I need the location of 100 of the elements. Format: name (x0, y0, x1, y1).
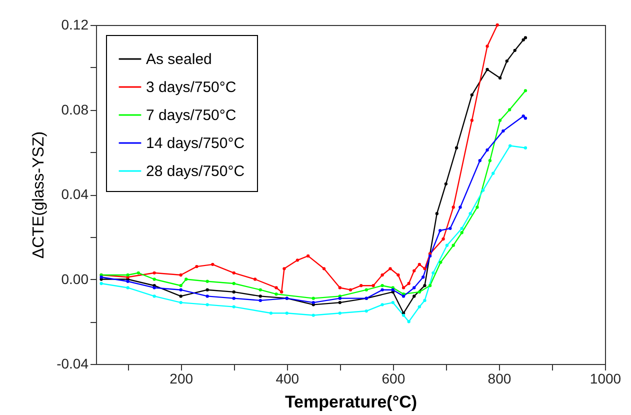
point (502, 129, 505, 133)
point (280, 290, 284, 294)
point (206, 294, 209, 298)
point (348, 288, 352, 292)
point (460, 231, 464, 234)
point (524, 116, 528, 120)
point (407, 320, 410, 324)
point (476, 206, 479, 209)
y-axis-title: ΔCTE(glass-YSZ) (30, 131, 48, 259)
point (232, 296, 236, 300)
legend-label: As sealed (146, 51, 212, 68)
point (470, 118, 474, 122)
point (412, 286, 416, 290)
point (179, 288, 182, 292)
point (126, 286, 130, 290)
point (498, 118, 502, 122)
point (152, 271, 156, 274)
point (312, 296, 315, 300)
point (435, 212, 439, 216)
y-tick-label: 0.00 (61, 270, 89, 287)
point (100, 282, 103, 286)
point (505, 59, 508, 63)
point (338, 286, 342, 290)
y-tick-label: 0.04 (61, 186, 89, 202)
point (179, 294, 182, 298)
point (418, 305, 422, 308)
legend-label: 28 days/750°C (146, 163, 245, 180)
point (508, 108, 512, 112)
point (391, 300, 394, 304)
point (296, 258, 300, 262)
y-tick-label: 0.12 (61, 16, 89, 32)
x-tick-label: 400 (276, 370, 300, 386)
point (478, 159, 482, 162)
point (179, 273, 182, 277)
point (418, 290, 422, 294)
point (282, 267, 286, 270)
point (258, 288, 262, 292)
point (522, 114, 525, 118)
point (253, 278, 257, 281)
point (396, 273, 400, 277)
point (412, 269, 416, 272)
point (274, 292, 278, 296)
point (524, 36, 528, 40)
point (488, 159, 492, 162)
point (402, 286, 406, 290)
point (380, 303, 384, 306)
point (206, 288, 209, 292)
point (372, 284, 375, 288)
point (338, 300, 342, 304)
point (179, 300, 182, 304)
x-tick-label: 600 (382, 370, 406, 386)
x-tick-label: 800 (488, 370, 512, 386)
point (513, 48, 516, 52)
point (452, 206, 455, 209)
point (285, 312, 288, 315)
point (232, 305, 236, 308)
point (136, 271, 140, 274)
point (422, 276, 425, 279)
point (206, 280, 209, 283)
point (206, 303, 209, 306)
x-axis-title: Temperature(°C) (284, 392, 418, 412)
point (524, 89, 528, 92)
point (195, 264, 198, 268)
point (418, 262, 422, 266)
point (423, 298, 426, 302)
point (492, 172, 495, 175)
point (428, 284, 432, 288)
point (211, 262, 214, 266)
point (338, 312, 342, 315)
x-tick-label: 1000 (590, 370, 622, 386)
point (438, 228, 442, 232)
x-tick-label: 200 (170, 370, 194, 386)
point (423, 267, 426, 270)
point (258, 294, 262, 298)
point (468, 212, 472, 216)
point (412, 294, 416, 298)
point (232, 290, 236, 294)
point (486, 44, 489, 48)
point (439, 260, 442, 264)
point (312, 314, 315, 317)
point (179, 284, 182, 288)
point (442, 237, 445, 241)
point (380, 284, 384, 288)
point (496, 23, 499, 27)
point (306, 254, 310, 258)
point (312, 300, 315, 304)
point (458, 206, 462, 209)
point (184, 278, 188, 281)
point (388, 267, 392, 270)
point (481, 188, 485, 192)
legend-label: 7 days/750°C (146, 107, 236, 124)
point (508, 144, 512, 148)
point (360, 284, 363, 288)
point (454, 146, 458, 150)
y-tick-label: 0.08 (61, 101, 89, 118)
point (364, 288, 368, 292)
point (126, 273, 130, 277)
point (428, 254, 432, 258)
point (232, 271, 236, 274)
point (522, 38, 525, 42)
